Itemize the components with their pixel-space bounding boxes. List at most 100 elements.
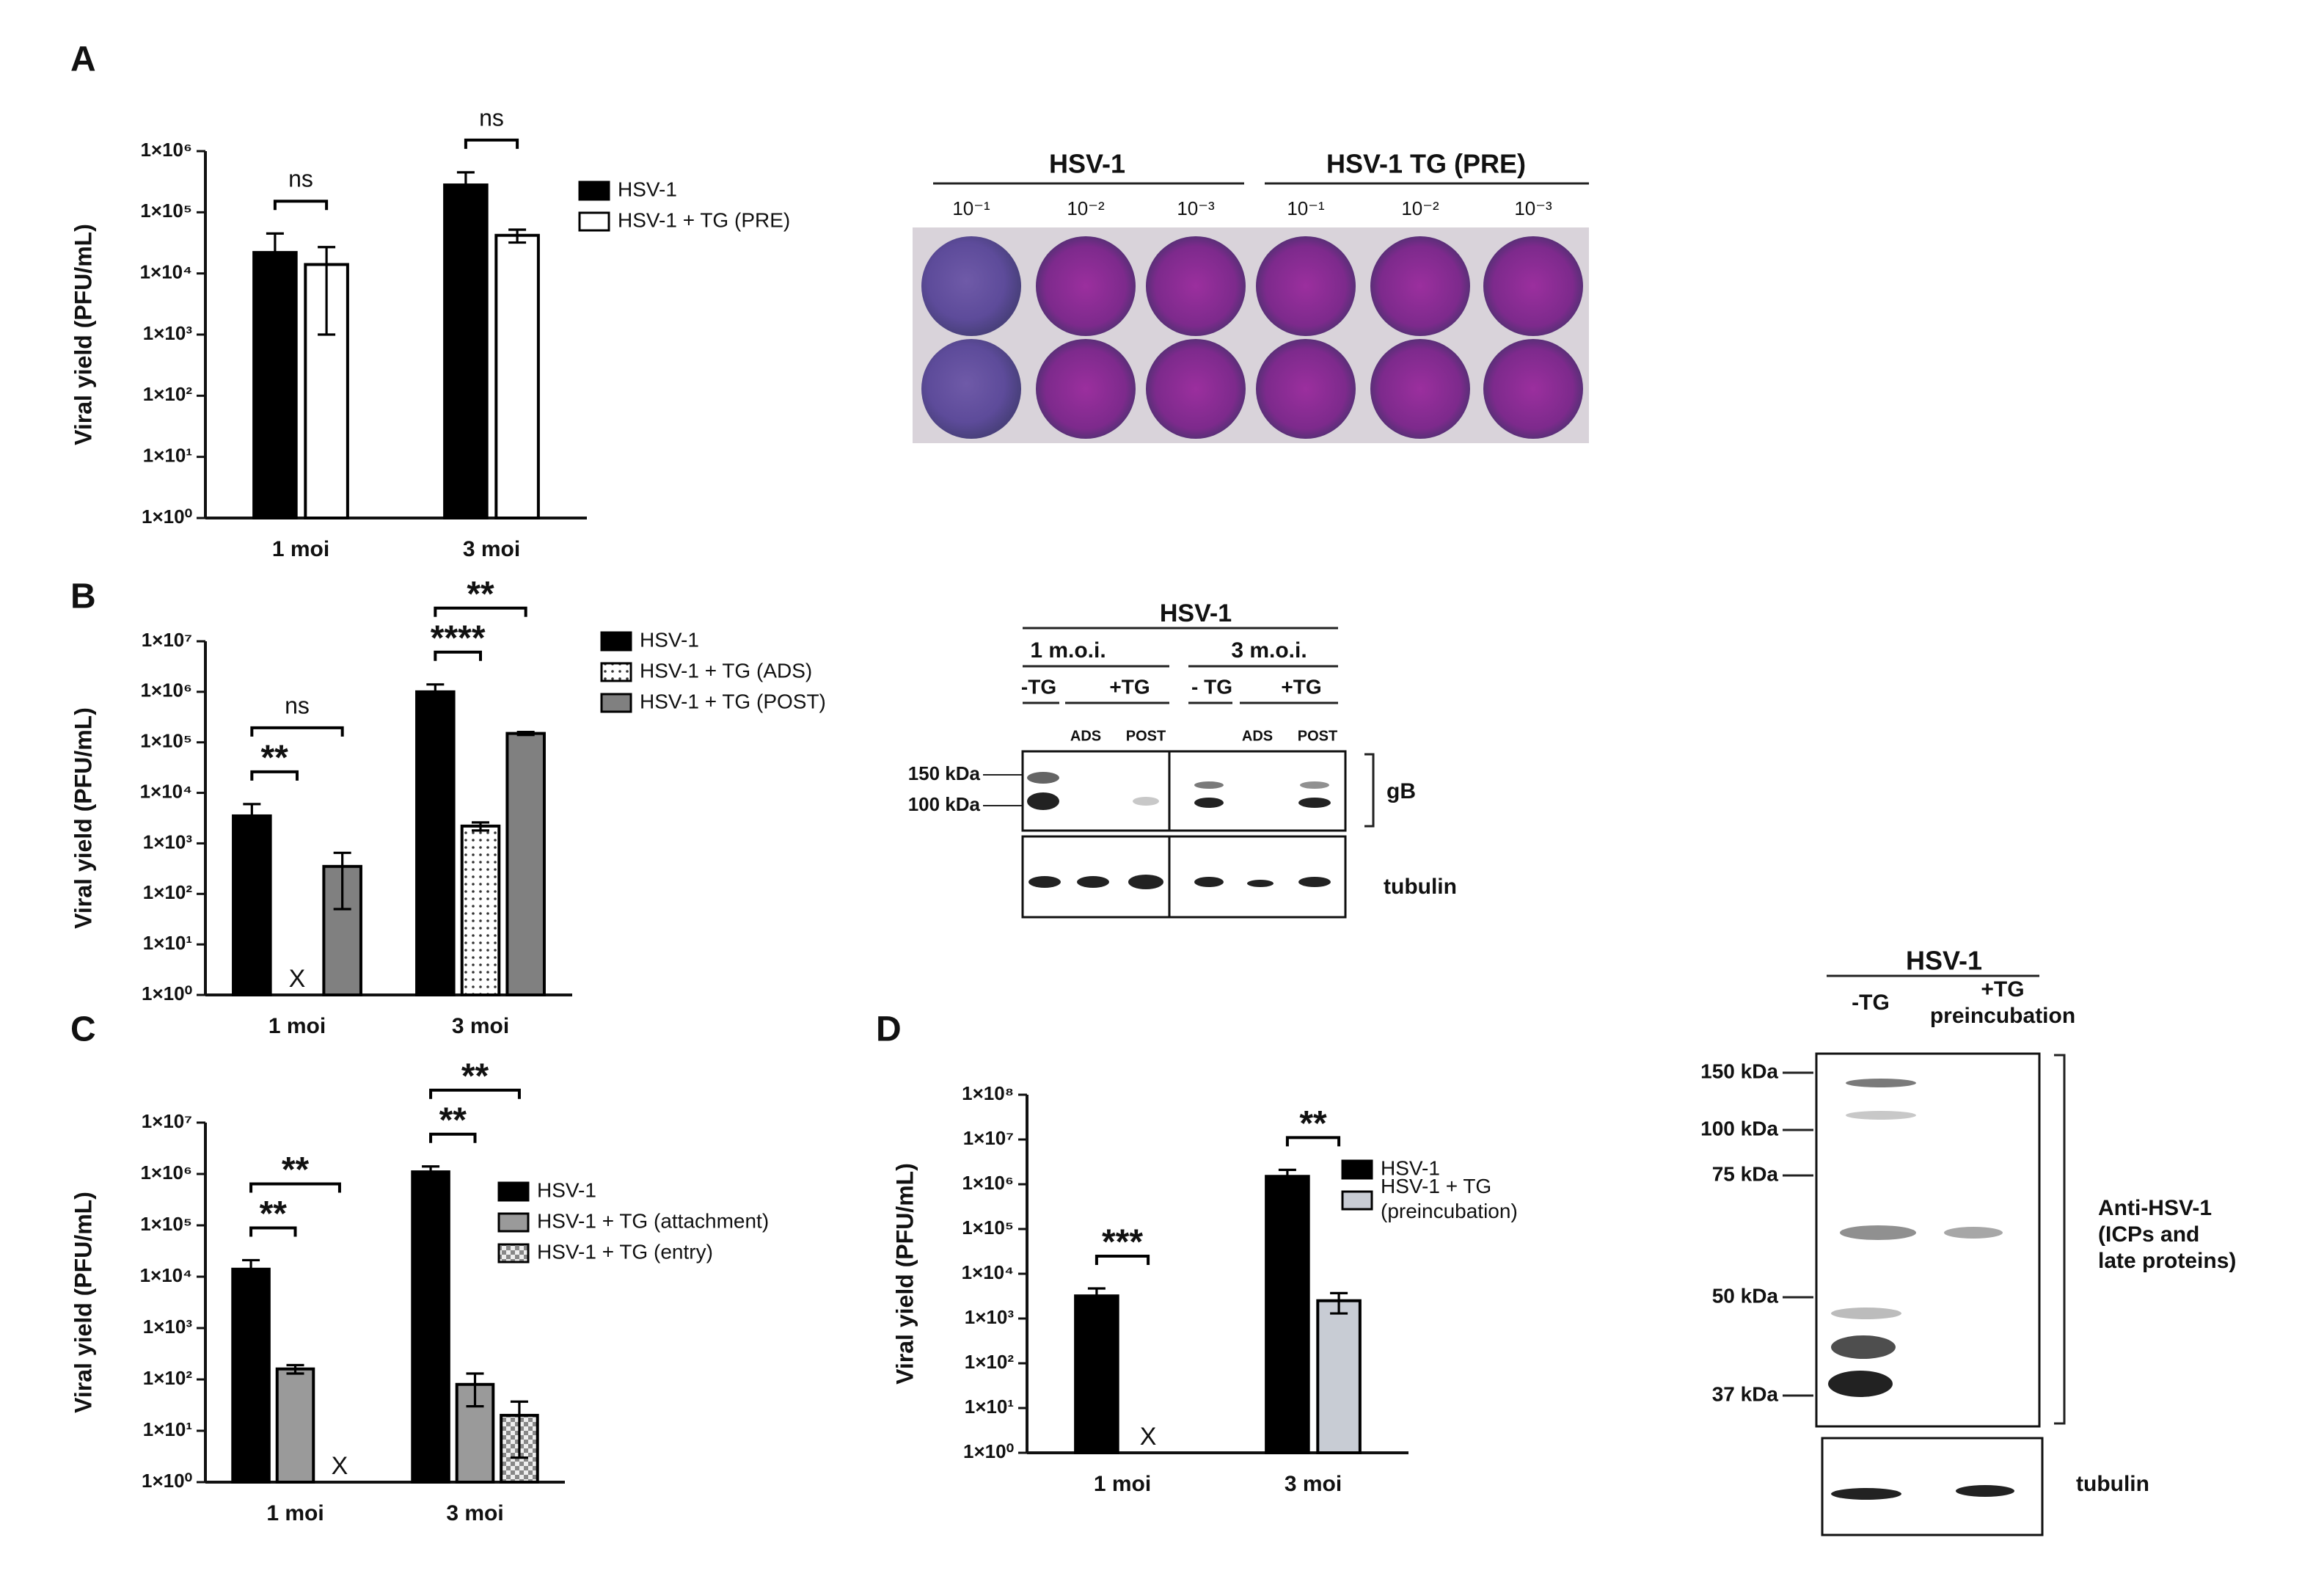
error-bar bbox=[1087, 1287, 1106, 1310]
blot-box bbox=[1168, 750, 1347, 832]
panel: B Viral yield (PFU/mL) 1×10⁰ 1×10¹ 1×10² 1×10… bbox=[70, 575, 825, 1038]
significance-label: ** bbox=[461, 1057, 489, 1095]
lane-label: POST bbox=[1126, 728, 1166, 744]
legend-swatch bbox=[497, 1181, 530, 1202]
plate-group: HSV-1 TG (PRE) bbox=[1326, 149, 1526, 179]
treatment: +TG bbox=[1109, 675, 1150, 698]
missing-marker: X bbox=[332, 1452, 348, 1480]
error-bar bbox=[516, 731, 535, 737]
x-tick-label: 1 moi bbox=[1094, 1472, 1151, 1496]
legend-swatch bbox=[497, 1212, 530, 1233]
significance-label: ns bbox=[288, 166, 313, 192]
y-tick-label: 1×10¹ bbox=[143, 445, 192, 467]
treatment: - TG bbox=[1191, 675, 1232, 698]
error-bar bbox=[266, 232, 284, 253]
y-tick-label: 1×10⁷ bbox=[142, 1110, 192, 1132]
error-bar bbox=[242, 1258, 260, 1286]
target-label: gB bbox=[1386, 779, 1416, 803]
y-tick-label: 1×10³ bbox=[965, 1306, 1015, 1328]
error-bar bbox=[426, 683, 445, 704]
dilution: 10⁻¹ bbox=[1287, 197, 1325, 219]
y-tick-label: 1×10⁵ bbox=[140, 730, 192, 752]
legend-label: HSV-1 bbox=[618, 178, 677, 200]
panel-letter: A bbox=[70, 40, 96, 79]
error-bar bbox=[456, 171, 475, 211]
panel-letter: B bbox=[70, 577, 96, 616]
significance-label: ** bbox=[260, 1195, 288, 1233]
significance-label: ** bbox=[282, 1150, 310, 1189]
dilution: 10⁻² bbox=[1067, 197, 1105, 219]
panel-letter: D bbox=[876, 1010, 902, 1049]
y-axis-title: Viral yield (PFU/mL) bbox=[70, 224, 96, 445]
panel-letter: C bbox=[70, 1010, 96, 1049]
marker-ticks bbox=[1783, 1071, 1813, 1397]
legend-label: HSV-1 + TG (ADS) bbox=[640, 659, 812, 682]
bar bbox=[415, 690, 456, 996]
x-tick-label: 3 moi bbox=[446, 1501, 503, 1525]
loading-label: tubulin bbox=[1384, 875, 1457, 899]
error-bar bbox=[243, 803, 261, 845]
y-tick-label: 1×10⁰ bbox=[142, 982, 192, 1004]
legend-label: HSV-1 + TG (preincubation) bbox=[1381, 1175, 1518, 1223]
wells bbox=[921, 236, 1583, 439]
blot-title: HSV-1 bbox=[1160, 599, 1232, 627]
significance-label: ** bbox=[1299, 1104, 1327, 1143]
y-tick-label: 1×10⁷ bbox=[142, 629, 192, 651]
legend-swatch bbox=[497, 1243, 530, 1263]
y-tick-label: 1×10³ bbox=[143, 322, 193, 344]
y-tick-label: 1×10² bbox=[143, 383, 193, 405]
y-tick-label: 1×10⁶ bbox=[140, 1162, 192, 1184]
bar bbox=[252, 251, 298, 519]
y-tick-label: 1×10⁵ bbox=[140, 1213, 192, 1235]
legend-swatch bbox=[600, 631, 632, 652]
error-bar bbox=[1330, 1291, 1348, 1315]
missing-marker: X bbox=[289, 965, 306, 993]
y-tick-label: 1×10⁰ bbox=[142, 1470, 192, 1492]
y-tick-label: 1×10² bbox=[143, 881, 193, 903]
marker: 150 kDa bbox=[1700, 1060, 1778, 1082]
x-tick-label: 1 moi bbox=[268, 1014, 326, 1038]
error-bar bbox=[466, 1372, 484, 1408]
marker: 37 kDa bbox=[1712, 1382, 1779, 1405]
legend-swatch bbox=[1341, 1190, 1373, 1211]
dilution: 10⁻¹ bbox=[952, 197, 990, 219]
bar bbox=[1074, 1294, 1119, 1454]
marker: 100 kDa bbox=[908, 793, 981, 815]
bar bbox=[505, 732, 546, 997]
y-tick-label: 1×10¹ bbox=[143, 932, 192, 954]
y-tick-label: 1×10⁶ bbox=[140, 679, 192, 701]
moi-label: 1 m.o.i. bbox=[1030, 638, 1106, 663]
error-bar bbox=[286, 1363, 304, 1375]
blot-box bbox=[1821, 1437, 2044, 1536]
bar bbox=[1265, 1175, 1310, 1454]
legend-swatch bbox=[578, 211, 610, 232]
y-tick-label: 1×10⁰ bbox=[142, 506, 192, 528]
loading-label: tubulin bbox=[2076, 1472, 2149, 1496]
target-label: Anti-HSV-1 (ICPs and late proteins) bbox=[2098, 1196, 2236, 1273]
y-tick-label: 1×10⁶ bbox=[140, 139, 192, 161]
significance-label: **** bbox=[431, 619, 486, 657]
legend-swatch bbox=[578, 180, 610, 201]
lane-label: +TG preincubation bbox=[1930, 977, 2075, 1028]
significance-bracket bbox=[249, 1226, 297, 1237]
significance-bracket bbox=[1285, 1136, 1341, 1147]
significance-label: ** bbox=[467, 575, 494, 613]
legend-swatch bbox=[600, 662, 632, 682]
plate: HSV-1 HSV-1 TG (PRE) 10⁻¹ 10⁻² 10⁻³ 10⁻¹… bbox=[913, 149, 1589, 443]
x-tick-label: 3 moi bbox=[452, 1014, 509, 1038]
legend-label: HSV-1 bbox=[640, 628, 699, 651]
significance-bracket bbox=[273, 200, 329, 211]
significance-label: ns bbox=[479, 104, 504, 131]
significance-label: *** bbox=[1102, 1223, 1143, 1262]
x-tick-label: 1 moi bbox=[266, 1501, 324, 1525]
panel: C Viral yield (PFU/mL) 1×10⁰ 1×10¹ 1×10² 1×10… bbox=[70, 1010, 769, 1525]
x-tick-label: 3 moi bbox=[463, 537, 520, 561]
error-bar bbox=[510, 1400, 528, 1459]
error-bar bbox=[508, 228, 527, 244]
error-bar bbox=[1278, 1168, 1296, 1188]
significance-bracket bbox=[250, 770, 299, 781]
y-tick-label: 1×10⁴ bbox=[140, 780, 192, 802]
significance-bracket bbox=[250, 726, 344, 737]
moi-label: 3 m.o.i. bbox=[1231, 638, 1307, 663]
y-tick-label: 1×10³ bbox=[143, 831, 193, 853]
